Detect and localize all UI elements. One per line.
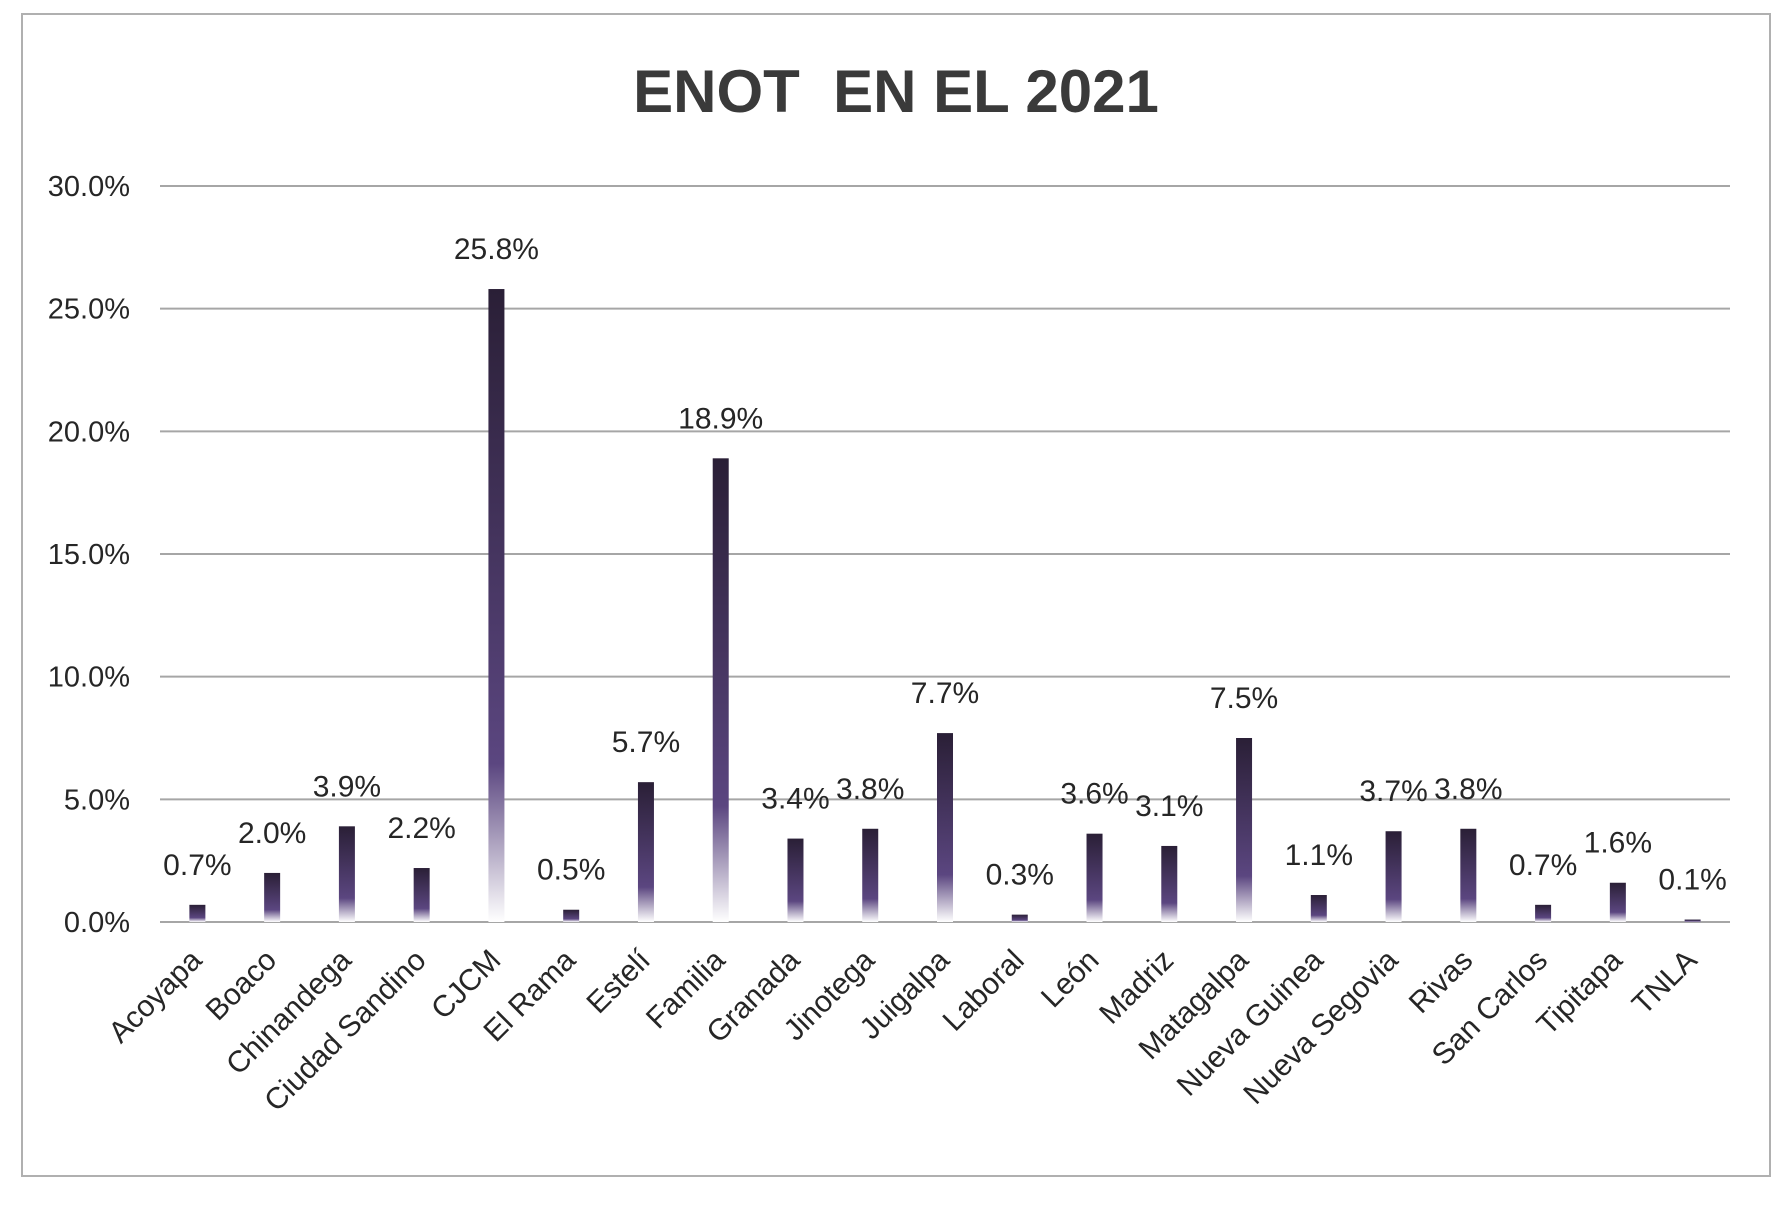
data-label: 0.7% <box>1509 849 1577 882</box>
data-label: 0.7% <box>163 849 231 882</box>
data-label: 1.1% <box>1285 839 1353 872</box>
data-label: 2.2% <box>387 812 455 845</box>
data-label: 3.1% <box>1135 790 1203 823</box>
data-label: 7.5% <box>1210 682 1278 715</box>
data-label: 3.8% <box>836 773 904 806</box>
data-label: 5.7% <box>612 726 680 759</box>
data-label: 3.9% <box>313 770 381 803</box>
bar <box>787 838 804 922</box>
y-tick-label: 20.0% <box>48 416 130 448</box>
bar <box>1460 828 1477 922</box>
bar <box>1684 919 1701 922</box>
y-tick-label: 30.0% <box>48 171 130 203</box>
data-label: 3.6% <box>1060 778 1128 811</box>
data-label: 2.0% <box>238 817 306 850</box>
bars <box>189 289 1701 922</box>
data-label: 0.1% <box>1658 864 1726 897</box>
data-label: 3.8% <box>1434 773 1502 806</box>
bar <box>1385 831 1402 922</box>
bar <box>189 904 206 922</box>
y-tick-label: 0.0% <box>64 907 130 939</box>
bar <box>1086 833 1103 922</box>
bar <box>937 733 953 922</box>
data-label: 3.7% <box>1359 775 1427 808</box>
y-tick-label: 25.0% <box>48 294 130 326</box>
data-label: 18.9% <box>678 402 763 435</box>
y-tick-label: 15.0% <box>48 539 130 571</box>
chart-title: ENOT EN EL 2021 <box>633 58 1159 125</box>
y-tick-label: 10.0% <box>48 662 130 694</box>
bar <box>637 782 654 922</box>
y-tick-label: 5.0% <box>64 784 130 816</box>
bar <box>1609 882 1626 922</box>
data-label: 1.6% <box>1584 827 1652 860</box>
data-label: 0.5% <box>537 854 605 887</box>
y-axis-ticks: 0.0% 5.0% 10.0% 15.0% 20.0% 25.0% 30.0% <box>48 171 130 939</box>
bar <box>1011 914 1028 922</box>
data-label: 3.4% <box>761 783 829 816</box>
data-label: 25.8% <box>454 233 539 266</box>
bar <box>1535 904 1552 922</box>
bar <box>712 458 729 922</box>
bar <box>413 868 430 922</box>
chart-border <box>21 13 1771 1177</box>
data-label: 7.7% <box>911 677 979 710</box>
bar <box>1161 845 1178 922</box>
bar <box>563 909 580 922</box>
bar <box>338 826 355 922</box>
bar <box>862 828 879 922</box>
bar <box>488 289 505 922</box>
bar <box>264 872 281 922</box>
data-labels: 0.7%2.0%3.9%2.2%25.8%0.5%5.7%18.9%3.4% 3.… <box>163 233 1727 897</box>
bar <box>1236 738 1253 922</box>
data-label: 0.3% <box>986 859 1054 892</box>
bar <box>1310 895 1327 922</box>
